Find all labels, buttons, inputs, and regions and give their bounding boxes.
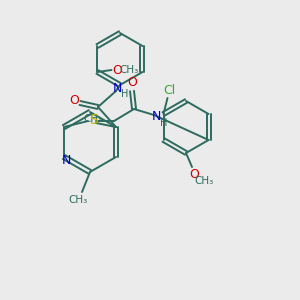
Text: O: O (127, 76, 137, 89)
Text: N: N (151, 110, 161, 124)
Text: CH₃: CH₃ (194, 176, 214, 186)
Text: O: O (112, 64, 122, 76)
Text: N: N (61, 154, 71, 167)
Text: S: S (88, 113, 98, 127)
Text: H: H (160, 118, 168, 128)
Text: CH₃: CH₃ (120, 65, 139, 75)
Text: O: O (69, 94, 79, 107)
Text: CH₃: CH₃ (83, 114, 103, 124)
Text: N: N (112, 82, 122, 95)
Text: Cl: Cl (164, 83, 175, 97)
Text: H: H (121, 89, 129, 99)
Text: O: O (189, 169, 199, 182)
Text: CH₃: CH₃ (68, 195, 88, 205)
